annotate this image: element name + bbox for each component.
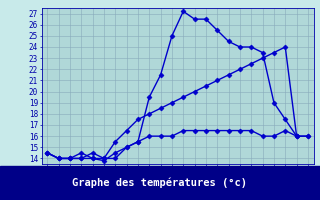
Text: Graphe des températures (°c): Graphe des températures (°c) — [73, 178, 247, 188]
